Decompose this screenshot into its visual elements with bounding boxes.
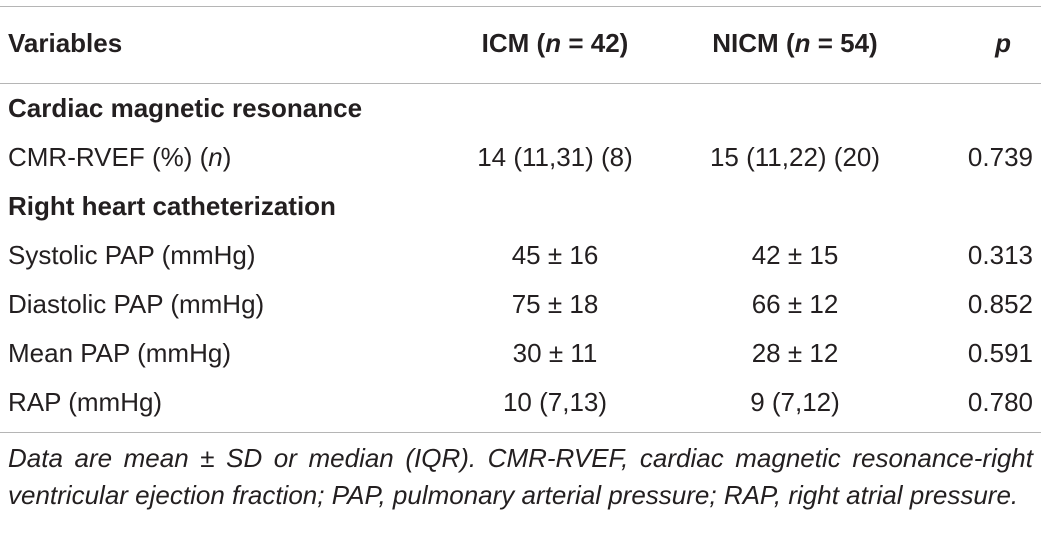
cell-nicm: 28 ± 12 <box>751 338 839 368</box>
cell-p: 0.739 <box>967 142 1033 172</box>
cell-nicm: 15 (11,22) (20) <box>709 142 881 172</box>
row-label: Diastolic PAP (mmHg) <box>8 289 265 319</box>
table-row: Systolic PAP (mmHg) 45 ± 16 42 ± 15 0.31… <box>0 231 1041 280</box>
section-title: Right heart catheterization <box>8 191 336 221</box>
table-row: CMR-RVEF (%) (n) 14 (11,31) (8) 15 (11,2… <box>0 133 1041 182</box>
cell-p: 0.591 <box>967 338 1033 368</box>
header-nicm: NICM (n = 54) <box>712 28 878 58</box>
table-row: Mean PAP (mmHg) 30 ± 11 28 ± 12 0.591 <box>0 329 1041 378</box>
row-label: Mean PAP (mmHg) <box>8 338 231 368</box>
table-footnote: Data are mean ± SD or median (IQR). CMR-… <box>8 443 1033 510</box>
table-row: Diastolic PAP (mmHg) 75 ± 18 66 ± 12 0.8… <box>0 280 1041 329</box>
table-row: RAP (mmHg) 10 (7,13) 9 (7,12) 0.780 <box>0 378 1041 427</box>
cell-p: 0.780 <box>967 387 1033 417</box>
section-row-rhc: Right heart catheterization <box>0 182 1041 231</box>
cell-icm: 45 ± 16 <box>511 240 599 270</box>
header-bottom-rule <box>0 83 1041 84</box>
header-p-value: p <box>995 28 1011 58</box>
section-row-cmr: Cardiac magnetic resonance <box>0 84 1041 133</box>
cell-p: 0.852 <box>967 289 1033 319</box>
row-label: RAP (mmHg) <box>8 387 163 417</box>
cell-nicm: 66 ± 12 <box>751 289 839 319</box>
row-label: CMR-RVEF (%) (n) <box>8 142 232 172</box>
table-bottom-rule <box>0 432 1041 433</box>
header-icm: ICM (n = 42) <box>481 28 629 58</box>
cell-icm: 14 (11,31) (8) <box>477 142 633 172</box>
header-variables: Variables <box>8 28 123 58</box>
data-table: Variables ICM (n = 42) NICM (n = 54) p C… <box>0 16 1041 427</box>
cell-icm: 10 (7,13) <box>502 387 608 417</box>
table-top-rule <box>0 6 1041 7</box>
cell-p: 0.313 <box>967 240 1033 270</box>
cell-icm: 30 ± 11 <box>512 338 598 368</box>
table-header-row: Variables ICM (n = 42) NICM (n = 54) p <box>0 16 1041 71</box>
row-label: Systolic PAP (mmHg) <box>8 240 256 270</box>
section-title: Cardiac magnetic resonance <box>8 93 363 123</box>
cell-nicm: 9 (7,12) <box>750 387 840 417</box>
cell-icm: 75 ± 18 <box>511 289 599 319</box>
cell-nicm: 42 ± 15 <box>751 240 839 270</box>
